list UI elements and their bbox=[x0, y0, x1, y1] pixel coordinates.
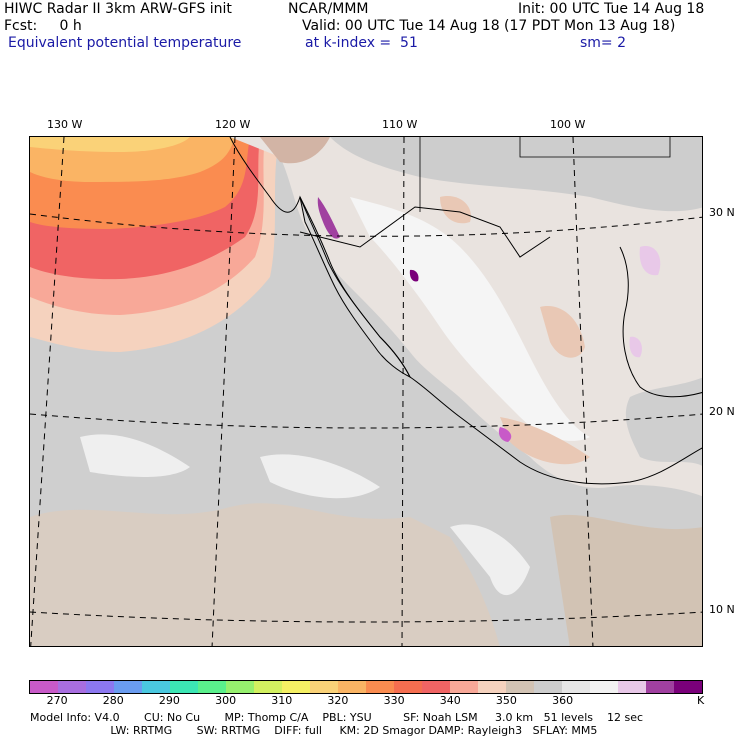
colorbar bbox=[29, 680, 703, 694]
model-info-line2: LW: RRTMG SW: RRTMG DIFF: full KM: 2D Sm… bbox=[30, 724, 598, 737]
colorbar-swatch bbox=[562, 681, 590, 693]
header-level: at k-index = 51 bbox=[305, 35, 418, 51]
colorbar-tick-label: 310 bbox=[271, 694, 293, 707]
colorbar-swatch bbox=[142, 681, 170, 693]
colorbar-swatch bbox=[534, 681, 562, 693]
colorbar-swatch bbox=[114, 681, 142, 693]
colorbar-swatch bbox=[198, 681, 226, 693]
colorbar-swatch bbox=[254, 681, 282, 693]
colorbar-tick-label: 350 bbox=[495, 694, 517, 707]
ocean-tan-patch bbox=[30, 503, 500, 646]
purple-texas-coast bbox=[639, 246, 661, 276]
colorbar-tick-label: 340 bbox=[439, 694, 461, 707]
meridian-100w bbox=[572, 137, 594, 646]
ocean-tan-patch-east bbox=[550, 514, 702, 646]
lat-label-10n: 10 N bbox=[709, 603, 735, 616]
land-tan-patch-ca bbox=[260, 137, 330, 164]
colorbar-swatch bbox=[30, 681, 58, 693]
border-us-mexico bbox=[299, 206, 551, 258]
header-field: Equivalent potential temperature bbox=[8, 35, 242, 51]
header-org: NCAR/MMM bbox=[288, 1, 369, 17]
purple-yucatan bbox=[629, 336, 642, 358]
ocean-white-patch-3 bbox=[450, 524, 530, 596]
colorbar-tick-label: 280 bbox=[102, 694, 124, 707]
lon-label-130w: 130 W bbox=[47, 118, 83, 131]
colorbar-tick-label: 270 bbox=[46, 694, 68, 707]
colorbar-swatch bbox=[506, 681, 534, 693]
colorbar-swatch bbox=[394, 681, 422, 693]
coastline-gulf bbox=[619, 246, 702, 398]
purple-sierra-madre bbox=[409, 269, 419, 282]
meridian-120w bbox=[211, 137, 236, 646]
ocean-white-patch-2 bbox=[260, 454, 380, 499]
colorbar-swatch bbox=[646, 681, 674, 693]
ocean-white-patch-1 bbox=[80, 434, 190, 477]
colorbar-swatch bbox=[618, 681, 646, 693]
colorbar-swatch bbox=[366, 681, 394, 693]
lon-label-100w: 100 W bbox=[550, 118, 586, 131]
colorbar-unit: K bbox=[697, 694, 705, 707]
header-init: Init: 00 UTC Tue 14 Aug 18 bbox=[518, 1, 705, 17]
colorbar-swatch bbox=[590, 681, 618, 693]
colorbar-swatch bbox=[170, 681, 198, 693]
colorbar-swatch bbox=[310, 681, 338, 693]
header-valid: Valid: 00 UTC Tue 14 Aug 18 (17 PDT Mon … bbox=[302, 18, 676, 34]
colorbar-swatch bbox=[58, 681, 86, 693]
colorbar-tick-label: 290 bbox=[158, 694, 180, 707]
colorbar-swatch bbox=[422, 681, 450, 693]
lat-label-30n: 30 N bbox=[709, 206, 735, 219]
land-gray-north bbox=[330, 137, 702, 212]
header-smooth: sm= 2 bbox=[580, 35, 627, 51]
purple-gulf-california bbox=[317, 197, 340, 239]
colorbar-swatch bbox=[478, 681, 506, 693]
model-info-line1: Model Info: V4.0 CU: No Cu MP: Thomp C/A… bbox=[30, 711, 644, 724]
land-white-plateau bbox=[350, 197, 590, 441]
land-tan-patch-3 bbox=[500, 417, 590, 465]
map-svg bbox=[30, 137, 702, 646]
header-fcst: Fcst: 0 h bbox=[4, 18, 82, 34]
colorbar-swatch bbox=[226, 681, 254, 693]
colorbar-tick-label: 320 bbox=[327, 694, 349, 707]
lat-label-20n: 20 N bbox=[709, 405, 735, 418]
colorbar-tick-label: 300 bbox=[215, 694, 237, 707]
coastline-pacific bbox=[229, 137, 702, 485]
map-panel bbox=[29, 136, 703, 647]
header-title: HIWC Radar II 3km ARW-GFS init bbox=[4, 1, 232, 17]
colorbar-tick-label: 360 bbox=[552, 694, 574, 707]
meridian-130w bbox=[30, 137, 65, 646]
colorbar-swatch bbox=[450, 681, 478, 693]
colorbar-swatch bbox=[674, 681, 702, 693]
lon-label-120w: 120 W bbox=[215, 118, 251, 131]
meridian-110w bbox=[401, 137, 405, 646]
land-tan-patch-2 bbox=[440, 196, 471, 224]
colorbar-swatch bbox=[282, 681, 310, 693]
lon-label-110w: 110 W bbox=[382, 118, 418, 131]
state-borders bbox=[419, 137, 671, 212]
warm-plume-315 bbox=[30, 137, 190, 152]
land-tan-patch-1 bbox=[540, 306, 585, 358]
purple-south-coast bbox=[498, 427, 512, 442]
colorbar-swatch bbox=[86, 681, 114, 693]
colorbar-tick-label: 330 bbox=[383, 694, 405, 707]
colorbar-swatch bbox=[338, 681, 366, 693]
graticule bbox=[30, 137, 702, 646]
